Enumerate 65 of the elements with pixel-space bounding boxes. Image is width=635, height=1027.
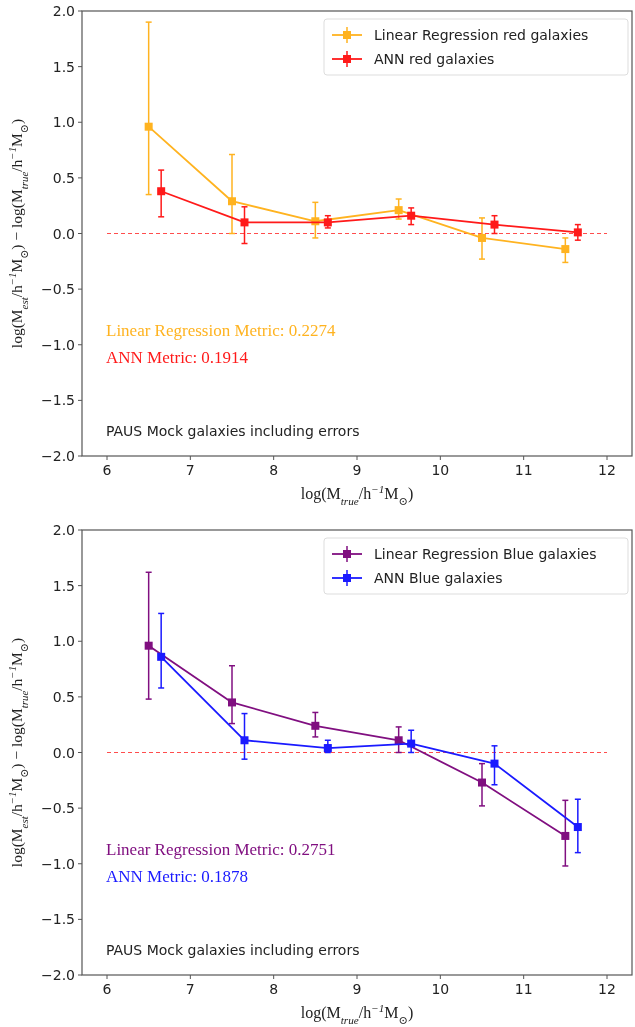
x-tick-label: 6 — [102, 981, 112, 997]
y-tick-label: 0.0 — [52, 744, 75, 761]
x-tick-label: 10 — [431, 981, 450, 997]
y-tick-label: 0.5 — [52, 169, 75, 186]
point — [490, 220, 499, 229]
x-tick-label: 8 — [269, 981, 279, 997]
point — [323, 218, 332, 227]
point — [394, 206, 403, 215]
point — [490, 759, 499, 768]
legend-label: ANN Blue galaxies — [374, 570, 503, 586]
point — [561, 831, 570, 840]
x-tick-label: 11 — [514, 981, 533, 997]
y-tick-label: −0.5 — [41, 281, 75, 298]
point — [157, 652, 166, 661]
x-tick-label: 10 — [431, 462, 450, 478]
y-tick-label: 1.5 — [52, 577, 75, 594]
y-tick-label: 2.0 — [52, 522, 75, 538]
point — [311, 721, 320, 730]
y-tick-label: −0.5 — [41, 800, 75, 817]
annotation: PAUS Mock galaxies including errors — [106, 422, 360, 439]
point — [228, 197, 236, 206]
x-tick-label: 9 — [352, 981, 362, 997]
y-tick-label: 0.0 — [52, 225, 75, 242]
point — [407, 739, 416, 748]
x-tick-label: 7 — [185, 981, 195, 997]
y-tick-label: 0.5 — [52, 688, 75, 705]
y-tick-label: −1.5 — [41, 392, 75, 409]
y-tick-label: 1.0 — [52, 114, 75, 131]
y-tick-label: 1.5 — [52, 58, 75, 75]
legend-label: Linear Regression red galaxies — [374, 27, 589, 43]
y-tick-label: −1.5 — [41, 911, 75, 928]
point — [144, 122, 153, 131]
x-tick-label: 12 — [598, 981, 616, 997]
legend-label: ANN red galaxies — [374, 51, 495, 67]
annotation: PAUS Mock galaxies including errors — [106, 941, 360, 958]
annotation: ANN Metric: 0.1914 — [106, 347, 249, 367]
y-tick-label: −2.0 — [41, 967, 75, 983]
y-tick-label: −2.0 — [41, 448, 75, 464]
point — [561, 245, 570, 254]
x-tick-label: 12 — [598, 462, 616, 478]
x-axis-title: log(M$_{true}$/h$^{−1}$M$_{⊙}$) — [300, 483, 414, 507]
point — [407, 211, 416, 220]
y-tick-label: 1.0 — [52, 633, 75, 650]
x-tick-label: 9 — [352, 462, 362, 478]
x-tick-label: 11 — [514, 462, 533, 478]
point — [478, 778, 486, 787]
x-axis-title: log(M$_{true}$/h$^{−1}$M$_{⊙}$) — [300, 1002, 414, 1026]
annotation: ANN Metric: 0.1878 — [106, 866, 249, 886]
point — [478, 233, 486, 242]
annotation: Linear Regression Metric: 0.2274 — [106, 320, 336, 340]
point — [157, 187, 166, 196]
x-tick-label: 8 — [269, 462, 279, 478]
legend-label: Linear Regression Blue galaxies — [374, 546, 597, 562]
point — [240, 218, 249, 227]
point — [240, 736, 249, 745]
point — [228, 698, 236, 707]
y-tick-label: 2.0 — [52, 3, 75, 19]
point — [573, 228, 582, 237]
point — [573, 823, 582, 832]
point — [144, 641, 153, 650]
annotation: Linear Regression Metric: 0.2751 — [106, 839, 336, 859]
x-tick-label: 7 — [185, 462, 195, 478]
x-tick-label: 6 — [102, 462, 112, 478]
y-tick-label: −1.0 — [41, 855, 75, 872]
y-tick-label: −1.0 — [41, 336, 75, 353]
